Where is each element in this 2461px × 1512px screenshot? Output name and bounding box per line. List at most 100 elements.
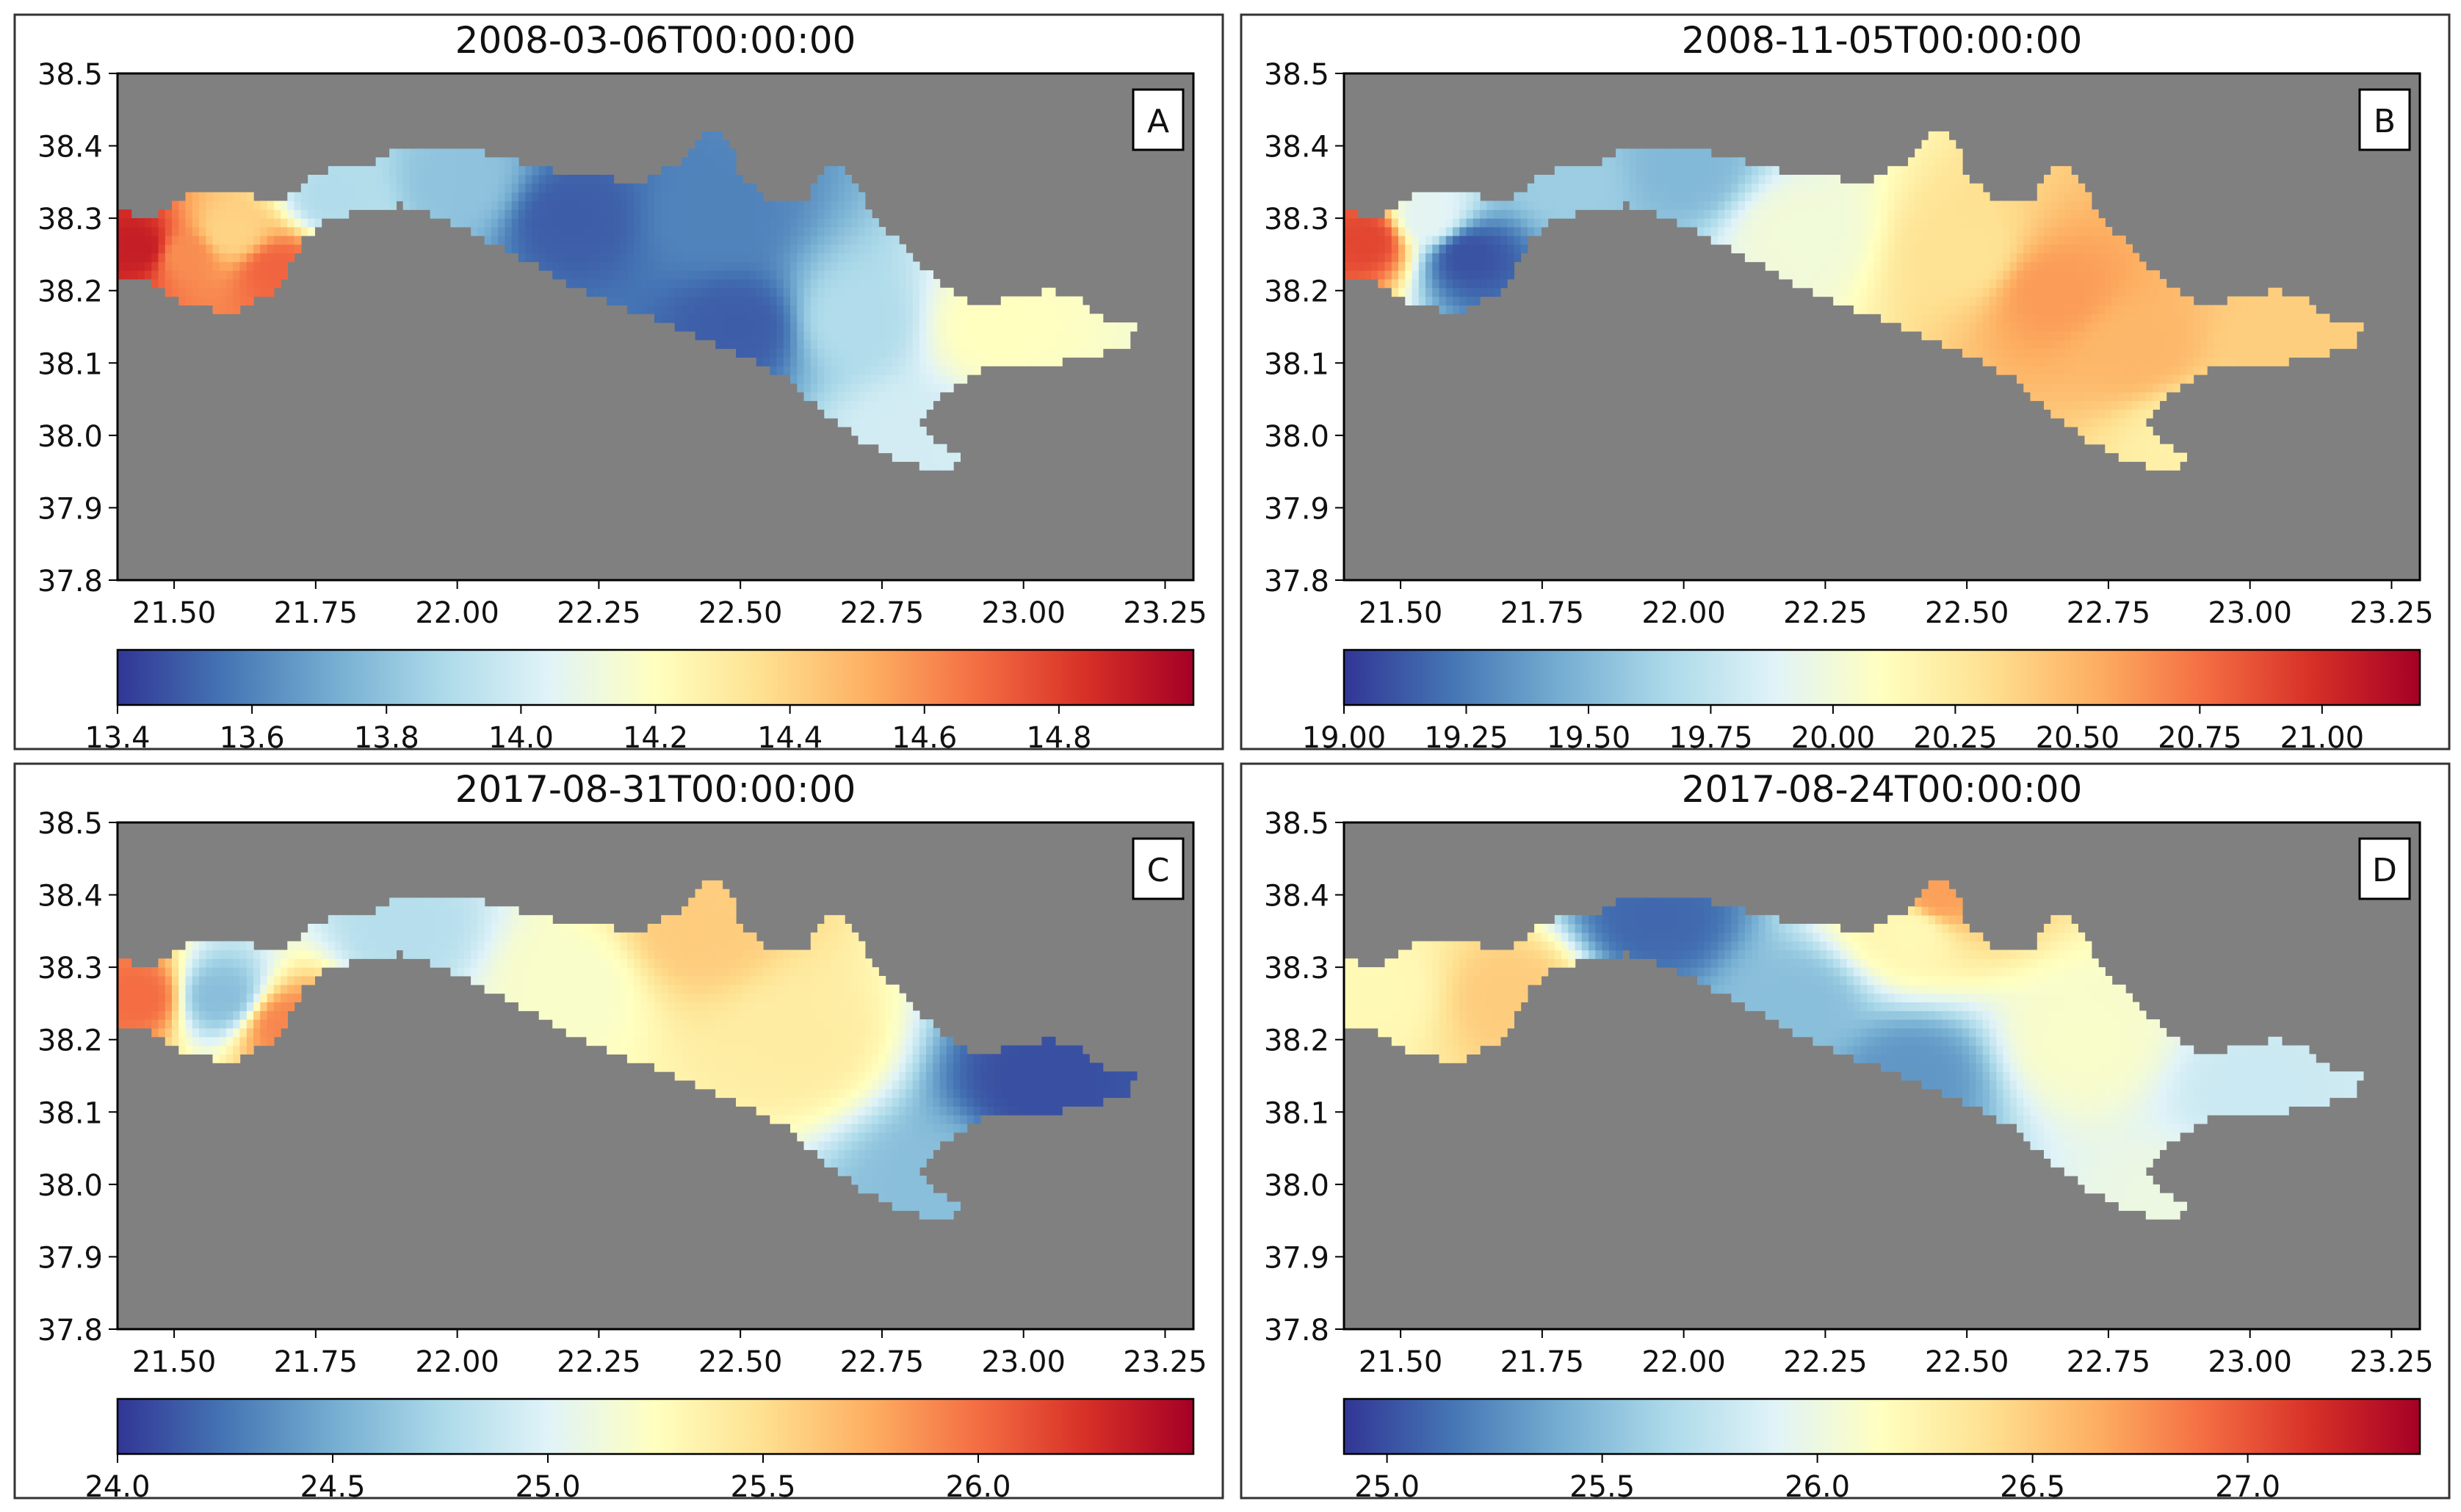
heat-cell	[2030, 348, 2038, 358]
heat-cell	[1378, 253, 1386, 262]
heat-cell	[2308, 339, 2316, 350]
heat-cell	[1677, 183, 1685, 193]
heat-cell	[912, 357, 920, 366]
heat-cell	[2098, 391, 2106, 402]
heat-cell	[2234, 314, 2241, 323]
heat-cell	[1908, 278, 1915, 289]
heat-cell	[1955, 322, 1963, 332]
heat-cell	[402, 949, 411, 959]
heat-cell	[124, 967, 132, 977]
heat-cell	[172, 209, 179, 219]
heat-cell	[872, 435, 879, 445]
heat-cell	[817, 339, 825, 350]
heat-cell	[1602, 175, 1610, 184]
heat-cell	[375, 166, 383, 176]
heat-cell	[2105, 366, 2113, 375]
heat-cell	[212, 1010, 220, 1020]
heat-cell	[2078, 278, 2086, 289]
heat-cell	[260, 993, 268, 1002]
heat-cell	[2145, 339, 2153, 350]
heat-cell	[2193, 357, 2201, 366]
heat-cell	[2261, 314, 2269, 323]
heat-cell	[273, 967, 281, 977]
heat-cell	[572, 941, 580, 951]
heat-cell	[790, 278, 798, 289]
heat-cell	[239, 967, 247, 977]
heat-cell	[2037, 357, 2045, 366]
heat-cell	[416, 200, 424, 210]
heat-cell	[1493, 244, 1501, 253]
heat-cell	[1656, 200, 1664, 210]
heat-cell	[2044, 400, 2051, 410]
heat-cell	[1806, 235, 1814, 245]
heat-cell	[545, 984, 553, 994]
heat-cell	[2159, 357, 2167, 366]
heat-cell	[1799, 278, 1807, 289]
heat-cell	[1867, 305, 1875, 314]
heat-cell	[634, 218, 642, 228]
heat-cell	[973, 305, 981, 314]
heat-cell	[912, 391, 920, 402]
heat-cell	[701, 253, 709, 262]
heat-cell	[654, 1036, 662, 1046]
heat-cell	[484, 200, 492, 210]
heat-cell	[845, 200, 852, 210]
heat-cell	[233, 270, 241, 280]
heat-cell	[1962, 339, 1970, 350]
heat-cell	[593, 924, 601, 933]
heat-cell	[1589, 200, 1596, 210]
heat-cell	[2057, 348, 2065, 358]
heat-cell	[837, 400, 845, 410]
heat-cell	[837, 314, 845, 323]
heat-cell	[1860, 235, 1868, 245]
heat-cell	[2118, 409, 2126, 419]
heat-cell	[817, 330, 825, 341]
heat-cell	[2118, 296, 2126, 305]
heat-cell	[736, 192, 743, 202]
heat-cell	[2017, 209, 2024, 219]
heat-cell	[1894, 287, 1902, 297]
heat-cell	[797, 253, 805, 262]
heat-cell	[1928, 261, 1936, 271]
heat-cell	[845, 418, 852, 427]
heat-cell	[613, 244, 621, 253]
heat-cell	[803, 348, 812, 358]
heat-cell	[260, 287, 268, 297]
heat-cell	[362, 183, 369, 193]
heat-cell	[579, 1010, 588, 1020]
heat-cell	[729, 253, 737, 262]
heat-cell	[430, 932, 438, 942]
heat-cell	[1915, 287, 1923, 297]
heat-cell	[2207, 330, 2214, 341]
heat-cell	[1453, 270, 1460, 280]
heat-cell	[933, 305, 941, 314]
heat-cell	[2037, 366, 2045, 375]
heat-cell	[701, 227, 709, 236]
heat-cell	[2078, 322, 2086, 332]
heat-cell	[1928, 131, 1936, 141]
heat-cell	[763, 314, 770, 323]
colorbar	[1342, 648, 2421, 706]
heat-cell	[797, 296, 805, 305]
heat-cell	[538, 1010, 546, 1020]
colorbar-tick-label: 19.75	[1669, 721, 1753, 755]
heat-cell	[1996, 287, 2004, 297]
heat-cell	[1846, 218, 1854, 228]
heat-cell	[899, 427, 906, 436]
heat-cell	[1670, 192, 1677, 202]
heat-cell	[2044, 287, 2051, 297]
heat-cell	[701, 166, 709, 176]
colorbar-tick-label: 13.4	[84, 721, 150, 755]
heat-cell	[837, 278, 845, 289]
heat-cell	[674, 949, 682, 959]
heat-cell	[682, 1036, 689, 1046]
heat-cell	[409, 949, 417, 959]
heat-cell	[253, 235, 261, 245]
heat-cell	[688, 915, 696, 925]
heat-cell	[817, 357, 825, 366]
heat-cell	[294, 218, 302, 228]
heat-cell	[1942, 218, 1950, 228]
heat-cell	[892, 339, 900, 350]
heat-cell	[878, 253, 886, 262]
heat-cell	[736, 296, 743, 305]
